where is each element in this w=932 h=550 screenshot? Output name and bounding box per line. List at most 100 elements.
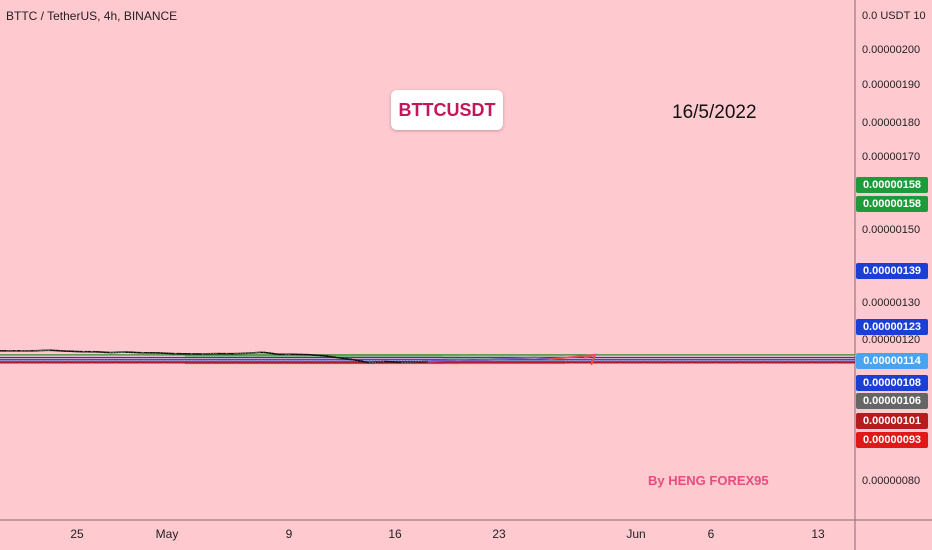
candle-body xyxy=(352,359,356,361)
candle-body xyxy=(279,353,283,356)
candle-body xyxy=(230,352,234,355)
candle-body xyxy=(95,351,99,353)
candle-body xyxy=(363,361,366,363)
candle-body xyxy=(257,351,261,354)
candle-body xyxy=(252,352,256,354)
candle-body xyxy=(182,353,185,355)
projection-segment[interactable] xyxy=(534,356,550,361)
target-arrow-line[interactable] xyxy=(549,354,596,361)
candle-body xyxy=(319,354,323,357)
candle-body xyxy=(228,352,231,355)
candle-body xyxy=(268,352,272,354)
candle-body xyxy=(263,351,266,354)
candle-body xyxy=(25,350,29,352)
candle-body xyxy=(198,353,202,355)
candle-body xyxy=(193,353,196,355)
candle-body xyxy=(309,354,312,356)
candle-body xyxy=(244,352,247,355)
candle-body xyxy=(306,353,310,356)
candle-body xyxy=(376,361,380,363)
candle-body xyxy=(203,353,207,355)
price-badge-resistance-1: 0.00000158 xyxy=(856,177,928,193)
candle-body xyxy=(395,361,399,363)
title-label[interactable]: BTTCUSDT xyxy=(391,90,503,130)
author-label: By HENG FOREX95 xyxy=(648,473,769,488)
projection-segment[interactable] xyxy=(503,356,535,360)
candle-body xyxy=(330,356,334,358)
candle-body xyxy=(387,360,391,363)
candle-body xyxy=(400,361,404,363)
candle-body xyxy=(403,361,407,363)
candle-body xyxy=(136,351,139,354)
candle-body xyxy=(28,350,32,352)
candle-body xyxy=(155,352,158,354)
candle-body xyxy=(190,353,193,355)
candle-body xyxy=(239,352,242,355)
candle-body xyxy=(179,352,183,355)
candle-body xyxy=(271,352,275,355)
candle-body xyxy=(39,349,42,352)
candle-body xyxy=(322,355,326,357)
plot-background xyxy=(0,0,855,520)
candle-body xyxy=(398,361,401,363)
candle-body xyxy=(4,350,7,352)
candle-body xyxy=(212,352,215,355)
price-badge-stop: 0.00000093 xyxy=(856,432,928,448)
candle-body xyxy=(233,352,237,355)
target-arrow-head xyxy=(583,353,597,366)
candle-body xyxy=(101,351,104,353)
candle-body xyxy=(206,352,210,355)
candle-body xyxy=(60,350,64,352)
x-tick-label: 23 xyxy=(492,527,506,541)
candle-body xyxy=(90,350,94,353)
candle-body xyxy=(144,351,148,354)
candle-body xyxy=(317,354,320,357)
candle-body xyxy=(325,355,329,357)
candle-body xyxy=(58,349,61,352)
candle-body xyxy=(133,351,137,354)
candle-body xyxy=(295,353,299,356)
candle-body xyxy=(31,350,34,352)
candle-body xyxy=(360,360,364,363)
candle-body xyxy=(114,351,118,354)
candle-body xyxy=(217,352,220,355)
candle-body xyxy=(131,351,134,354)
candle-body xyxy=(171,352,175,355)
candle-body xyxy=(292,353,296,356)
candle-body xyxy=(104,351,107,354)
candle-body xyxy=(417,361,420,363)
candle-body xyxy=(152,352,156,354)
symbol-header: BTTC / TetherUS, 4h, BINANCE xyxy=(6,9,178,23)
candle-body xyxy=(68,350,72,353)
projection-segment[interactable] xyxy=(458,358,474,362)
candle-body xyxy=(122,351,126,353)
candle-body xyxy=(149,352,153,354)
candle-body xyxy=(17,350,21,352)
candle-body xyxy=(87,350,91,353)
candle-body xyxy=(52,349,56,352)
candle-body xyxy=(241,352,245,355)
candle-body xyxy=(422,360,426,363)
candle-body xyxy=(44,349,48,352)
candle-body xyxy=(209,352,212,355)
y-tick-label: 0.00000080 xyxy=(862,475,921,487)
candle-body xyxy=(379,360,383,363)
candle-body xyxy=(55,349,59,352)
candle-body xyxy=(0,350,2,352)
candle-body xyxy=(112,351,115,354)
candle-body xyxy=(185,353,188,355)
candle-body xyxy=(247,352,250,354)
x-tick-label: 25 xyxy=(70,527,84,541)
candle-body xyxy=(344,357,347,360)
candle-body xyxy=(349,358,353,361)
x-tick-label: 13 xyxy=(811,527,825,541)
projection-segment[interactable] xyxy=(427,358,459,363)
candle-body xyxy=(368,361,372,364)
candle-body xyxy=(71,350,75,353)
candle-body xyxy=(195,353,199,355)
price-axis-label: 0.0 USDT 10 xyxy=(862,10,926,22)
candle-body xyxy=(12,350,15,352)
projection-segment[interactable] xyxy=(473,358,505,362)
axis-unit: USDT xyxy=(880,10,911,22)
